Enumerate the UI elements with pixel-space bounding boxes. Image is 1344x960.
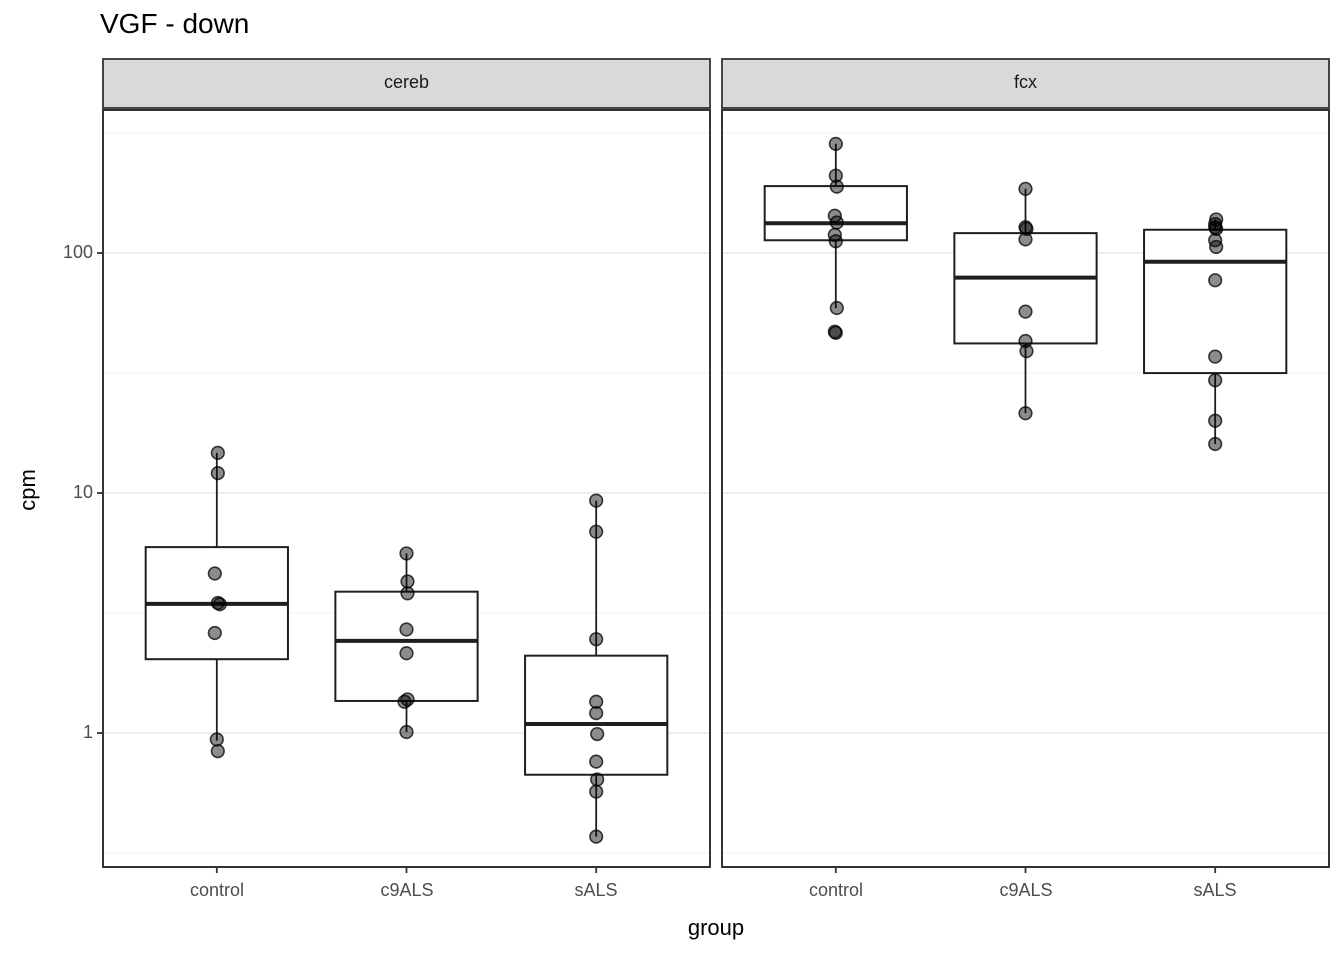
jitter-point xyxy=(399,622,414,637)
jitter-point xyxy=(1018,304,1033,319)
x-tick-label-cereb-control: control xyxy=(189,880,245,900)
jitter-point xyxy=(1208,373,1223,388)
jitter-point xyxy=(1209,221,1224,237)
jitter-point xyxy=(1209,239,1224,255)
jitter-point xyxy=(210,466,225,481)
boxplot-fcx-control xyxy=(763,136,908,340)
jitter-point xyxy=(1208,273,1223,288)
jitter-point xyxy=(589,632,604,647)
jitter-point xyxy=(589,829,604,844)
y-tick-label-100: 100 xyxy=(62,242,93,262)
x-tick-label-fcx-sals: sALS xyxy=(1193,880,1237,900)
jitter-point xyxy=(828,234,843,249)
jitter-point xyxy=(589,706,604,721)
jitter-point xyxy=(210,445,225,460)
jitter-point xyxy=(589,524,604,539)
jitter-point xyxy=(212,597,227,612)
jitter-point xyxy=(590,772,605,787)
jitter-point xyxy=(828,168,843,183)
jitter-point xyxy=(829,179,844,194)
jitter-point xyxy=(1018,333,1033,349)
facet-panel-fcx xyxy=(721,58,1330,873)
jitter-point xyxy=(829,300,844,316)
boxplot-fcx-sALS xyxy=(1143,212,1288,452)
jitter-point xyxy=(399,646,414,661)
jitter-point xyxy=(400,586,415,601)
box-iqr xyxy=(763,185,908,242)
jitter-point xyxy=(399,724,414,740)
boxplot-cereb-c9ALS xyxy=(334,546,479,740)
jitter-point xyxy=(1019,221,1034,237)
jitter-point xyxy=(590,726,605,742)
facet-strip-label-fcx: fcx xyxy=(1013,72,1037,92)
jitter-point xyxy=(1019,344,1034,359)
facet-strip xyxy=(721,58,1330,109)
x-axis-title: group xyxy=(687,915,745,940)
boxplot-fcx-c9ALS xyxy=(953,181,1098,421)
facet-strip xyxy=(102,58,711,109)
jitter-point xyxy=(209,732,224,747)
x-tick-label-fcx-control: control xyxy=(808,880,864,900)
facet-panel-cereb xyxy=(102,58,711,873)
x-tick-label-cereb-c9als: c9ALS xyxy=(380,880,434,900)
jitter-point xyxy=(207,625,222,641)
jitter-point xyxy=(1018,406,1033,421)
jitter-point xyxy=(829,215,844,230)
facet-strip-label-cereb: cereb xyxy=(383,72,430,92)
plot-title: VGF - down xyxy=(100,8,250,39)
jitter-point xyxy=(1208,349,1223,364)
boxplot-cereb-sALS xyxy=(524,493,669,844)
jitter-point xyxy=(400,574,415,589)
x-tick-label-cereb-sals: sALS xyxy=(574,880,618,900)
jitter-point xyxy=(828,136,843,151)
jitter-point xyxy=(828,325,843,340)
jitter-point xyxy=(589,754,604,769)
y-tick-label-10: 10 xyxy=(72,482,93,502)
jitter-point xyxy=(1018,232,1033,247)
jitter-point xyxy=(589,784,604,799)
y-tick-label-1: 1 xyxy=(82,722,93,742)
boxplot-cereb-control xyxy=(144,445,289,759)
x-tick-label-fcx-c9als: c9ALS xyxy=(999,880,1053,900)
box-iqr xyxy=(953,232,1098,345)
y-axis-title: cpm xyxy=(15,469,40,511)
jitter-point xyxy=(589,493,604,508)
jitter-point xyxy=(1208,413,1223,428)
jitter-point xyxy=(207,566,222,581)
jitter-point xyxy=(589,694,604,709)
jitter-point xyxy=(1018,181,1033,196)
jitter-point xyxy=(397,694,412,709)
jitter-point xyxy=(399,546,414,561)
jitter-point xyxy=(1208,436,1223,452)
jitter-point xyxy=(210,744,225,759)
